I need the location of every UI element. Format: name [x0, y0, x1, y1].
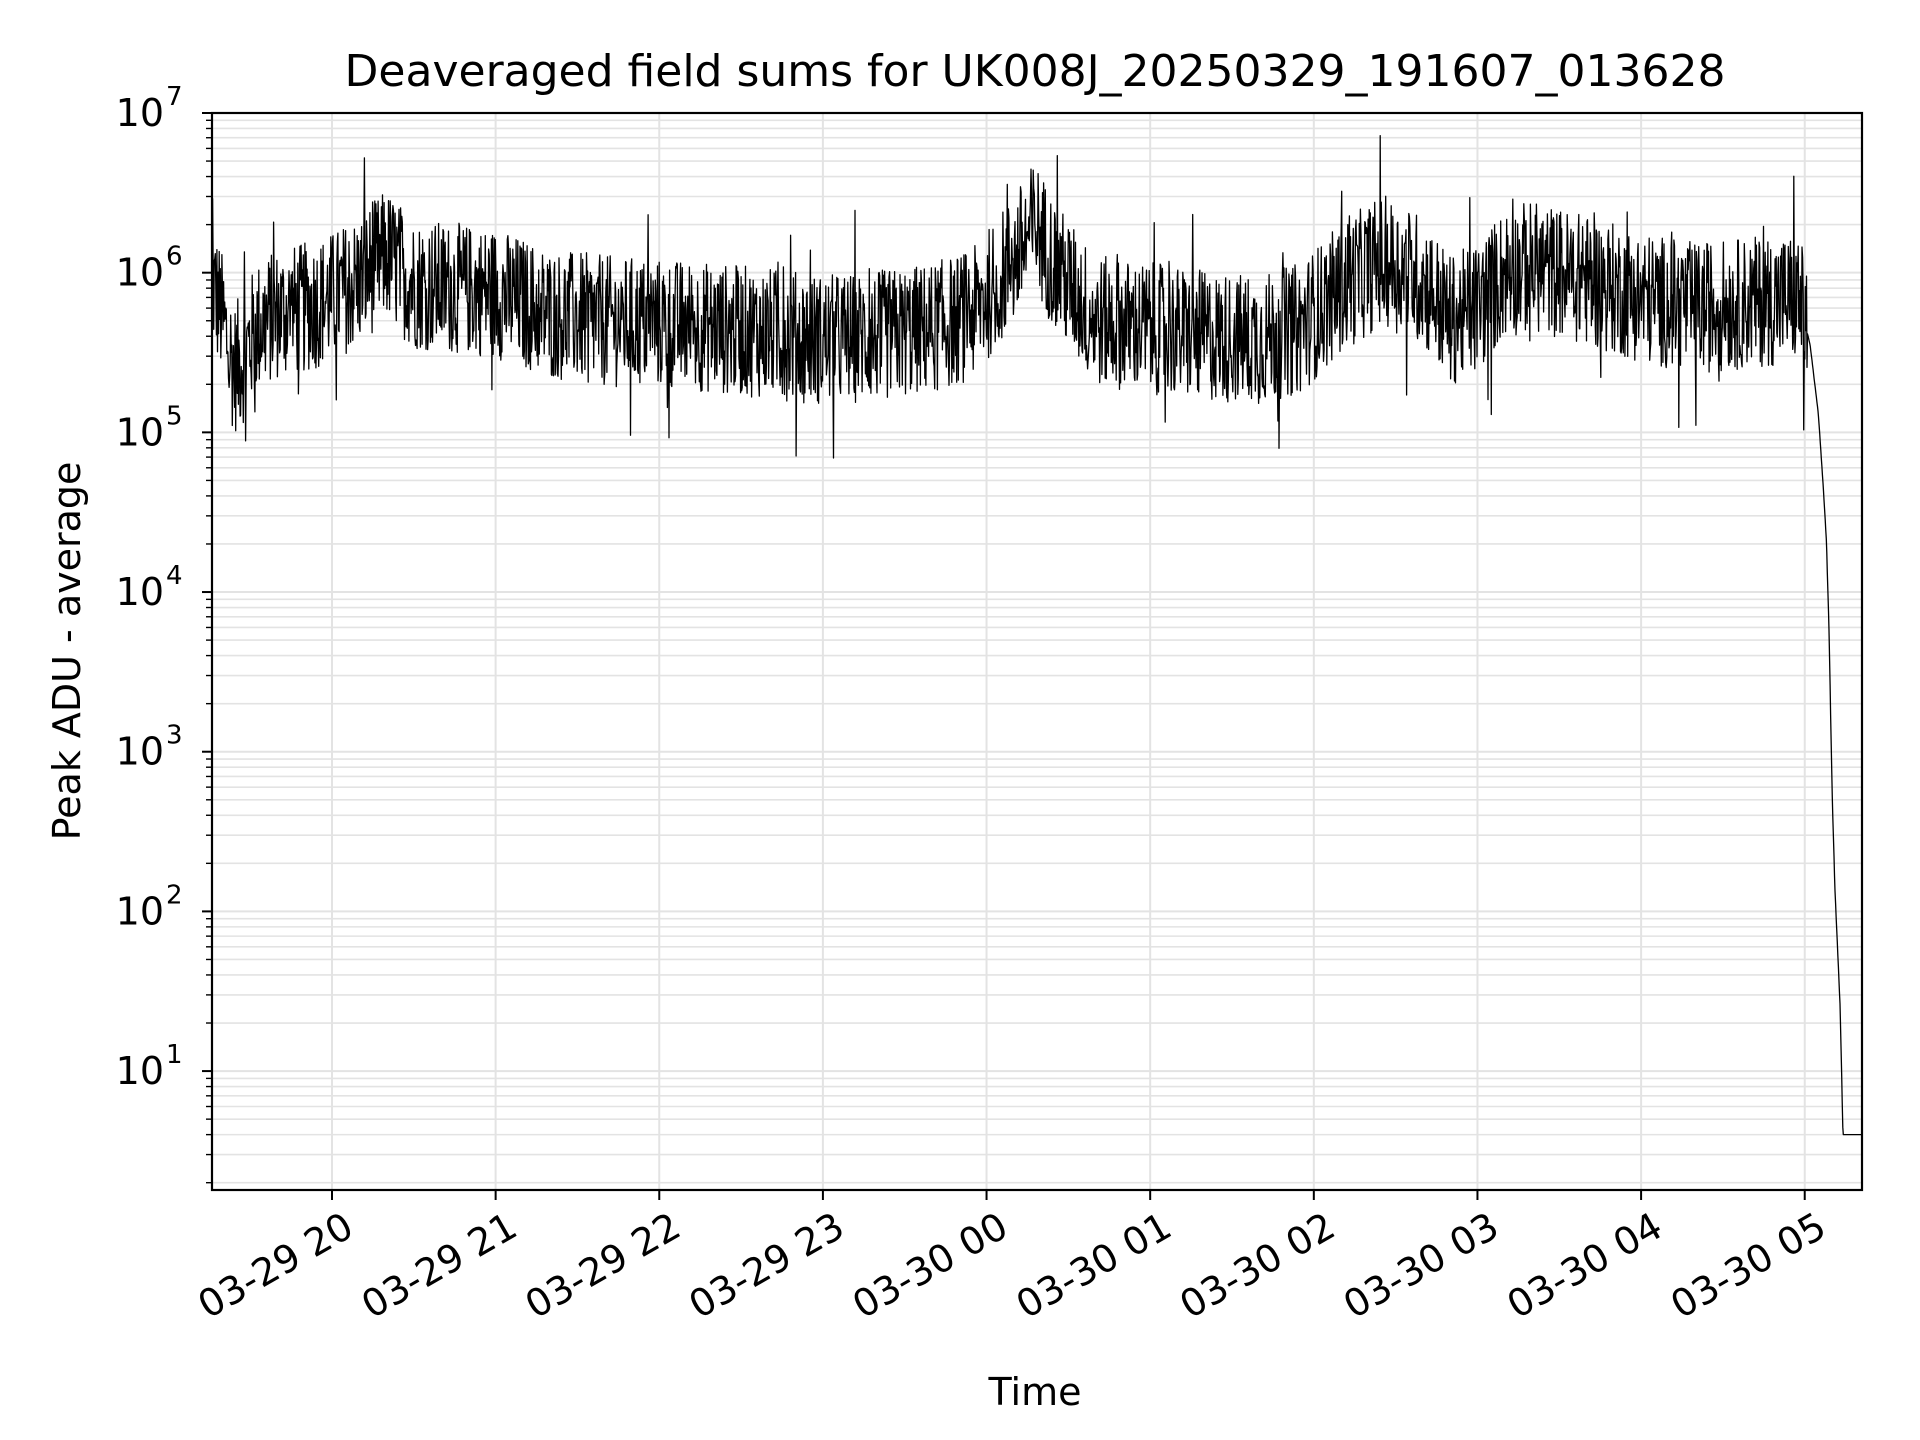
x-tick-label: 03-30 05	[1663, 1204, 1833, 1328]
data-line-group	[211, 135, 1863, 1136]
y-tick-label: 10	[116, 410, 164, 454]
x-tick-label: 03-29 23	[681, 1204, 851, 1328]
y-tick-label: 10	[116, 889, 164, 933]
y-tick-exponent: 2	[166, 880, 183, 910]
y-tick-label: 10	[116, 1049, 164, 1093]
y-tick-label: 10	[116, 251, 164, 295]
y-tick-exponent: 5	[166, 401, 183, 431]
chart-title: Deaveraged field sums for UK008J_2025032…	[345, 46, 1726, 97]
y-tick-label: 10	[116, 91, 164, 135]
y-tick-exponent: 1	[166, 1040, 183, 1070]
y-tick-label: 10	[116, 730, 164, 774]
data-line	[211, 135, 1863, 1136]
x-tick-label: 03-30 04	[1500, 1204, 1670, 1328]
plot-frame	[210, 111, 1864, 1192]
x-tick-label: 03-29 20	[191, 1204, 361, 1328]
x-tick-label: 03-30 00	[845, 1204, 1015, 1328]
x-tick-label: 03-29 21	[354, 1204, 524, 1328]
x-tick-label: 03-29 22	[518, 1204, 688, 1328]
x-tick-label: 03-30 01	[1009, 1204, 1179, 1328]
y-tick-label: 10	[116, 570, 164, 614]
y-tick-exponent: 6	[166, 242, 183, 272]
x-tick-label: 03-30 03	[1336, 1204, 1506, 1328]
y-tick-exponent: 4	[166, 561, 183, 591]
x-tick-label: 03-30 02	[1172, 1204, 1342, 1328]
y-tick-exponent: 3	[166, 721, 183, 751]
x-axis-label: Time	[988, 1370, 1082, 1414]
y-tick-exponent: 7	[166, 82, 183, 112]
y-axis-label: Peak ADU - average	[45, 462, 89, 841]
